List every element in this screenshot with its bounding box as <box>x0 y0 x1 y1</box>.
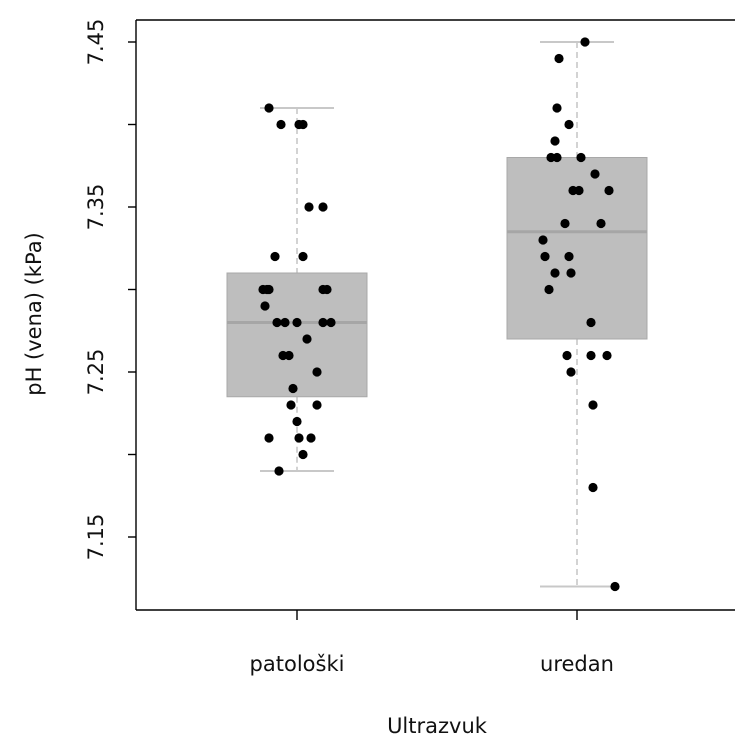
data-point <box>540 252 549 261</box>
data-point <box>588 483 597 492</box>
x-tick-label: uredan <box>540 652 614 676</box>
data-point <box>574 186 583 195</box>
data-point <box>292 417 301 426</box>
data-point <box>564 120 573 129</box>
box-patoloski <box>227 273 367 397</box>
x-axis-label: Ultrazvuk <box>387 714 488 738</box>
data-point <box>566 268 575 277</box>
data-point <box>590 169 599 178</box>
data-point <box>260 301 269 310</box>
data-point <box>264 433 273 442</box>
data-point <box>552 103 561 112</box>
data-point <box>588 400 597 409</box>
data-point <box>318 318 327 327</box>
data-point <box>312 400 321 409</box>
data-point <box>286 400 295 409</box>
data-point <box>270 252 279 261</box>
data-point <box>538 235 547 244</box>
data-point <box>554 54 563 63</box>
y-tick-label: 7.15 <box>84 514 108 561</box>
data-point <box>304 202 313 211</box>
y-tick-label: 7.35 <box>84 184 108 231</box>
data-point <box>564 252 573 261</box>
data-point <box>298 252 307 261</box>
data-point <box>610 582 619 591</box>
data-point <box>312 367 321 376</box>
data-point <box>302 334 311 343</box>
y-axis-label: pH (vena) (kPa) <box>22 232 46 396</box>
data-point <box>276 120 285 129</box>
data-point <box>580 37 589 46</box>
data-point <box>576 153 585 162</box>
plot-area: 7.15 7.25 7.35 7.45 patološki uredan <box>84 19 735 676</box>
box-uredan <box>507 158 647 340</box>
x-tick-label: patološki <box>250 652 345 676</box>
data-point <box>306 433 315 442</box>
data-point <box>298 450 307 459</box>
data-point <box>280 318 289 327</box>
data-point <box>298 120 307 129</box>
data-point <box>264 285 273 294</box>
data-point <box>292 318 301 327</box>
data-point <box>596 219 605 228</box>
data-point <box>294 433 303 442</box>
data-point <box>566 367 575 376</box>
y-tick-label: 7.25 <box>84 349 108 396</box>
data-point <box>602 351 611 360</box>
y-tick-label: 7.45 <box>84 19 108 66</box>
data-point <box>550 268 559 277</box>
data-point <box>272 318 281 327</box>
data-point <box>552 153 561 162</box>
data-point <box>284 351 293 360</box>
data-point <box>586 351 595 360</box>
data-point <box>550 136 559 145</box>
data-point <box>264 103 273 112</box>
data-point <box>274 466 283 475</box>
data-point <box>326 318 335 327</box>
data-point <box>586 318 595 327</box>
data-point <box>288 384 297 393</box>
data-point <box>562 351 571 360</box>
data-point <box>322 285 331 294</box>
data-point <box>604 186 613 195</box>
data-point <box>544 285 553 294</box>
data-point <box>318 202 327 211</box>
data-point <box>560 219 569 228</box>
